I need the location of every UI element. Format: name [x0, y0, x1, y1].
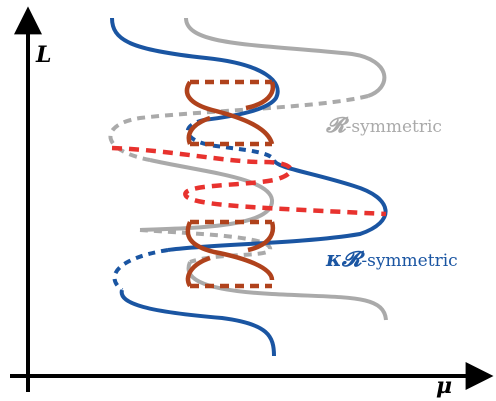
kr-symmetric-stable-top: [110, 17, 280, 122]
brown-upper-stable-right: [245, 81, 276, 111]
brown-lower-stable-right: [247, 221, 276, 253]
brown-lower-stable-left: [185, 255, 211, 288]
kr-symbol: κ𝓡: [325, 246, 366, 271]
r-symmetric-label: 𝓡-symmetric: [325, 112, 442, 137]
brown-lower-stable-s: [185, 221, 275, 281]
x-axis-label: μ: [436, 373, 452, 399]
brown-branch-upper: [184, 79, 276, 147]
r-symmetric-unstable-upper: [108, 94, 369, 162]
r-symmetric-branch: [108, 17, 388, 321]
r-symmetric-stable-middle: [139, 158, 275, 232]
r-symmetric-text: -symmetric: [346, 117, 442, 137]
kr-symmetric-unstable-lower: [112, 248, 169, 292]
kr-symmetric-branch: [110, 17, 388, 357]
brown-upper-stable-left: [186, 115, 211, 145]
brown-upper-stable-s: [184, 80, 275, 145]
kr-symmetric-text: -symmetric: [361, 251, 457, 271]
kr-symmetric-unstable-upper: [185, 118, 276, 162]
kr-symmetric-label: κ𝓡-symmetric: [325, 246, 458, 271]
kr-symmetric-stable-middle: [167, 158, 388, 252]
kr-symmetric-stable-bottom: [119, 289, 276, 357]
brown-branch-lower: [185, 219, 276, 289]
y-axis-label: L: [35, 42, 51, 68]
r-symmetric-stable-top: [184, 17, 387, 98]
red-dashed-branch: [111, 145, 387, 217]
